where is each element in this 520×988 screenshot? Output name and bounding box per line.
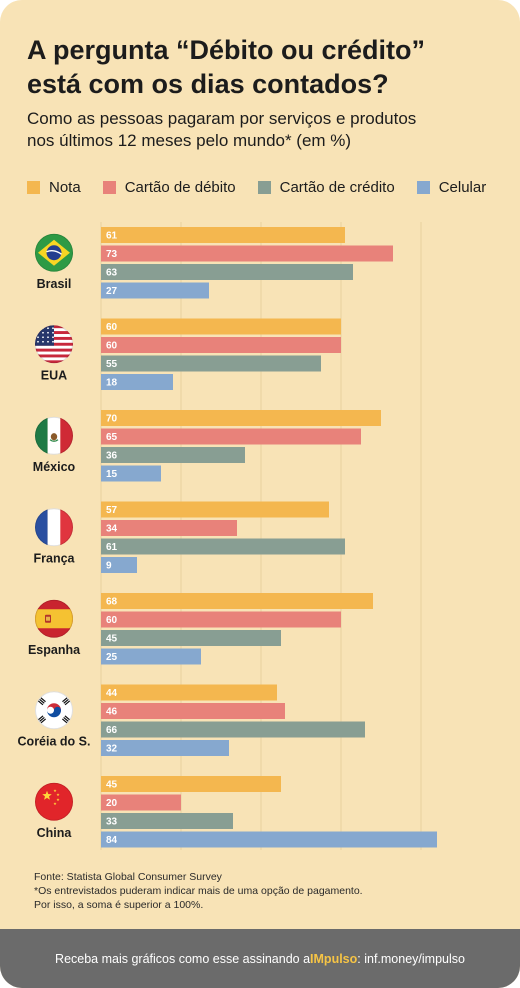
data-label: 45: [106, 780, 118, 791]
bar-0-6: [101, 776, 281, 792]
bar-3-4: [101, 648, 201, 665]
china-flag-icon: [35, 782, 73, 821]
bar-0-3: [101, 501, 329, 518]
bar-2-6: [101, 813, 233, 829]
title-line-1: A pergunta “Débito ou crédito”: [27, 35, 425, 65]
legend-swatch-3: [416, 180, 430, 194]
title-line-2: está com os dias contados?: [27, 69, 389, 99]
bar-1-2: [101, 428, 361, 445]
data-label: 60: [106, 322, 118, 333]
legend-item-3: Celular: [416, 178, 487, 196]
data-label: 34: [106, 524, 118, 535]
data-label: 63: [106, 268, 118, 279]
data-label: 32: [106, 744, 118, 755]
data-label: 73: [106, 249, 118, 260]
legend-item-1: Cartão de débito: [102, 178, 236, 196]
subtitle-line-2: nos últimos 12 meses pelo mundo* (em %): [27, 131, 352, 150]
legend-item-2: Cartão de crédito: [257, 178, 395, 196]
data-label: 55: [106, 359, 118, 370]
country-label: Espanha: [28, 643, 81, 657]
bar-3-2: [101, 465, 161, 482]
bar-3-5: [101, 740, 229, 756]
bar-3-3: [101, 557, 137, 573]
data-label: 44: [106, 688, 118, 699]
bar-0-1: [101, 318, 341, 335]
bar-1-4: [101, 611, 341, 628]
brazil-flag-icon: [35, 233, 73, 272]
legend-label-1: Cartão de débito: [124, 178, 236, 196]
data-label: 25: [106, 652, 118, 663]
bar-1-0: [101, 245, 393, 262]
footer-banner[interactable]: Receba mais gráficos como esse assinando…: [0, 929, 520, 988]
bar-0-2: [101, 410, 381, 426]
data-label: 9: [106, 561, 112, 572]
bar-2-1: [101, 355, 321, 372]
bar-0-5: [101, 684, 277, 701]
chart-legend: Nota Cartão de débito Cartão de crédito Cel…: [27, 178, 486, 196]
bar-2-5: [101, 721, 365, 738]
country-label: França: [34, 551, 76, 565]
bar-2-3: [101, 538, 345, 555]
legend-swatch-0: [27, 180, 40, 194]
bar-3-0: [101, 282, 209, 299]
bar-3-6: [101, 831, 437, 848]
legend-label-2: Cartão de crédito: [279, 178, 395, 196]
legend-label-0: Nota: [49, 178, 81, 196]
country-label: China: [37, 826, 73, 840]
bar-1-3: [101, 520, 237, 536]
page-title: A pergunta “Débito ou crédito” está com …: [27, 33, 497, 101]
footer-suffix[interactable]: : inf.money/impulso: [357, 951, 465, 966]
france-flag-icon: [35, 508, 73, 547]
footer-prefix: Receba mais gráficos como esse assinando…: [55, 951, 311, 966]
data-label: 15: [106, 469, 118, 480]
bar-chart: Brasil 61 73 63 27 EUA 60 60 55 18 México 70 65 36 15 F…: [18, 222, 437, 850]
data-label: 65: [106, 432, 118, 443]
mexico-flag-icon: [35, 416, 73, 455]
data-label: 46: [106, 707, 118, 718]
bar-2-2: [101, 447, 245, 463]
data-label: 27: [106, 286, 118, 297]
data-label: 66: [106, 725, 118, 736]
bar-1-5: [101, 703, 285, 719]
bar-0-4: [101, 593, 373, 609]
footnote-note-line-1: *Os entrevistados puderam indicar mais d…: [34, 885, 363, 897]
data-label: 70: [106, 414, 118, 425]
data-label: 61: [106, 231, 118, 242]
data-label: 61: [106, 542, 118, 553]
data-label: 57: [106, 505, 118, 516]
data-label: 60: [106, 615, 118, 626]
country-label: México: [33, 460, 76, 474]
data-label: 18: [106, 378, 118, 389]
usa-flag-icon: [35, 325, 73, 364]
chart-subtitle: Como as pessoas pagaram por serviços e p…: [27, 108, 507, 152]
data-label: 33: [106, 817, 118, 828]
bar-2-0: [101, 264, 353, 280]
footnote-source: Fonte: Statista Global Consumer Survey: [34, 871, 222, 883]
footnote: Fonte: Statista Global Consumer Survey *…: [34, 870, 504, 912]
country-label: Brasil: [37, 277, 72, 291]
data-label: 60: [106, 341, 118, 352]
legend-label-3: Celular: [438, 178, 487, 196]
data-label: 45: [106, 634, 118, 645]
legend-item-0: Nota: [27, 179, 81, 196]
legend-swatch-2: [257, 180, 271, 194]
data-label: 20: [106, 798, 118, 809]
data-label: 84: [106, 835, 118, 846]
country-label: EUA: [41, 368, 67, 382]
south-korea-flag-icon: [35, 691, 73, 730]
footnote-note-line-2: Por isso, a soma é superior a 100%.: [34, 899, 204, 911]
data-label: 68: [106, 597, 118, 608]
data-label: 36: [106, 451, 118, 462]
bar-1-6: [101, 794, 181, 811]
bar-1-1: [101, 337, 341, 353]
footer-brand[interactable]: IMpulso: [310, 951, 358, 966]
subtitle-line-1: Como as pessoas pagaram por serviços e p…: [27, 109, 417, 128]
spain-flag-icon: [35, 599, 73, 638]
legend-swatch-1: [102, 180, 116, 194]
bar-3-1: [101, 374, 173, 390]
country-label: Coréia do S.: [18, 734, 91, 748]
bar-0-0: [101, 227, 345, 243]
bar-2-4: [101, 630, 281, 646]
